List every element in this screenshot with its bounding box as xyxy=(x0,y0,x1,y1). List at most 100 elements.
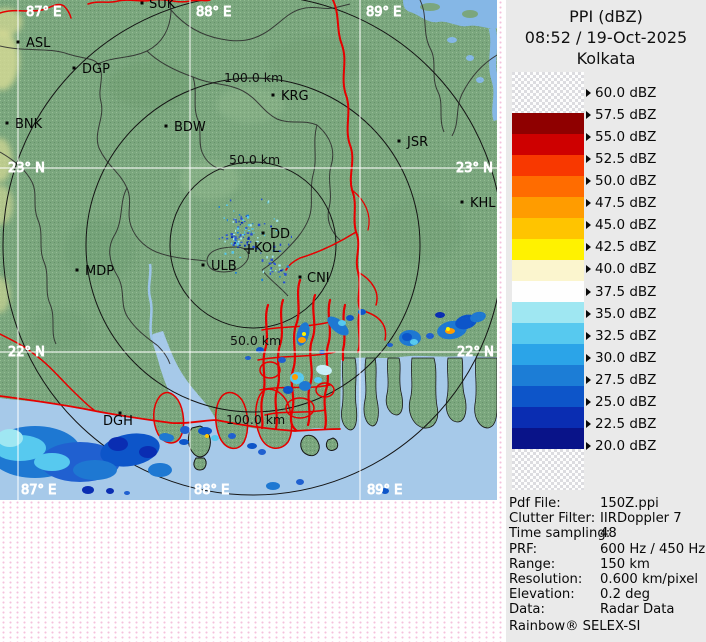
metadata-row-pdffile: Pdf File: 150Z.ppi xyxy=(509,496,705,511)
echo-blob xyxy=(73,460,117,480)
red-rivers xyxy=(0,0,387,432)
range-ring-label: 50.0 km xyxy=(230,333,281,348)
echo-speckle xyxy=(245,227,247,231)
echo-speckle xyxy=(238,236,240,238)
echo-blob xyxy=(106,488,114,494)
station-label-KHL: KHL xyxy=(470,196,496,211)
legend-label-30.0: 30.0 dBZ xyxy=(586,349,656,367)
station-dot-DGP xyxy=(72,66,76,70)
station-label-SUK: SUK xyxy=(149,0,176,12)
echo-blob xyxy=(0,429,23,447)
station-dot-JSR xyxy=(397,139,401,143)
legend-label-55.0: 55.0 dBZ xyxy=(586,128,656,146)
station-dot-BNK xyxy=(5,121,9,125)
echo-blob xyxy=(278,357,286,363)
panel-header: PPI (dBZ) 08:52 / 19-Oct-2025 Kolkata xyxy=(506,6,706,69)
echo-speckle xyxy=(240,221,244,224)
lon-label-top: 87° E xyxy=(26,5,61,20)
echo-speckle xyxy=(244,221,246,223)
echo-blob xyxy=(258,449,266,455)
legend-label-32.5: 32.5 dBZ xyxy=(586,327,656,345)
legend-tick-arrow xyxy=(586,243,591,252)
echo-speckle xyxy=(260,252,262,254)
legend-label-47.5: 47.5 dBZ xyxy=(586,194,656,212)
echo-speckle xyxy=(288,243,290,246)
lat-label-left: 23° N xyxy=(8,161,45,176)
echo-blob xyxy=(327,316,349,336)
echo-speckle xyxy=(244,244,246,247)
echo-speckle xyxy=(235,229,237,233)
echo-speckle xyxy=(230,233,233,236)
legend-tick-arrow xyxy=(586,375,591,384)
echo-speckle xyxy=(261,278,264,282)
legend-label-text: 35.0 dBZ xyxy=(595,305,657,322)
metadata-value: 0.2 deg xyxy=(600,587,651,603)
legend-band-22.5 xyxy=(512,428,584,449)
legend-label-42.5: 42.5 dBZ xyxy=(586,238,656,256)
echo-speckle xyxy=(274,263,276,265)
legend-band-37.5 xyxy=(512,302,584,323)
echo-blob xyxy=(426,333,434,339)
echo-speckle xyxy=(235,272,237,274)
metadata-label: Resolution: xyxy=(509,572,583,587)
clutter-speckles xyxy=(218,198,292,284)
echo-blob xyxy=(381,488,389,494)
legend-label-27.5: 27.5 dBZ xyxy=(586,371,656,389)
district-boundaries xyxy=(0,0,497,365)
echo-speckle xyxy=(290,235,292,238)
legend-label-60.0: 60.0 dBZ xyxy=(586,84,656,102)
metadata-label: Data: xyxy=(509,602,545,618)
echo-speckle xyxy=(257,237,259,239)
echo-speckle xyxy=(286,265,290,268)
echo-speckle xyxy=(231,251,234,254)
echo-speckle xyxy=(232,244,235,246)
echo-speckle xyxy=(274,270,277,272)
echo-speckle xyxy=(255,247,258,250)
echo-speckle xyxy=(230,236,233,239)
echo-blob xyxy=(124,491,130,495)
echo-speckle xyxy=(262,270,265,273)
echo-speckle xyxy=(271,255,274,258)
legend-label-22.5: 22.5 dBZ xyxy=(586,415,656,433)
echo-speckle xyxy=(242,219,245,221)
legend-label-52.5: 52.5 dBZ xyxy=(586,150,656,168)
legend-band-52.5 xyxy=(512,176,584,197)
range-ring-label: 50.0 km xyxy=(229,152,280,167)
radar-site-marker xyxy=(244,244,254,254)
echo-speckle xyxy=(233,235,235,238)
echo-speckle xyxy=(238,214,241,216)
legend-tick-arrow xyxy=(586,441,591,450)
metadata-value: 0.600 km/pixel xyxy=(600,572,699,587)
echo-speckle xyxy=(266,256,268,259)
station-label-DD: DD xyxy=(270,227,290,242)
legend-label-text: 60.0 dBZ xyxy=(595,85,657,101)
station-dot-DGH xyxy=(118,411,122,415)
echo-blob xyxy=(159,433,171,441)
range-rings xyxy=(2,0,497,496)
echo-speckle xyxy=(251,223,254,225)
legend-label-text: 25.0 dBZ xyxy=(595,393,657,410)
echo-speckle xyxy=(242,236,244,238)
station-dot-ASL xyxy=(16,40,20,44)
echo-blob xyxy=(205,434,209,438)
echo-blob xyxy=(292,374,298,380)
legend-checker-bottom xyxy=(512,449,584,490)
legend-label-text: 55.0 dBZ xyxy=(595,129,657,146)
legend-label-text: 27.5 dBZ xyxy=(595,371,657,388)
echo-speckle xyxy=(275,219,279,222)
echo-speckle xyxy=(256,240,259,243)
software-brand: Rainbow® SELEX-SI xyxy=(509,619,641,634)
echo-speckle xyxy=(239,256,242,258)
legend-label-text: 32.5 dBZ xyxy=(595,327,657,344)
legend-label-35.0: 35.0 dBZ xyxy=(586,305,656,323)
metadata-value: 150Z.ppi xyxy=(600,496,659,511)
echo-speckle xyxy=(229,199,232,202)
lon-label-bottom: 89° E xyxy=(367,483,402,498)
station-label-DGP: DGP xyxy=(82,62,110,77)
echo-speckle xyxy=(233,233,236,235)
station-dot-ULB xyxy=(201,263,205,267)
legend-tick-arrow xyxy=(586,397,591,406)
echo-speckle xyxy=(283,281,286,284)
echo-speckle xyxy=(267,201,269,204)
echo-speckle xyxy=(249,240,252,243)
